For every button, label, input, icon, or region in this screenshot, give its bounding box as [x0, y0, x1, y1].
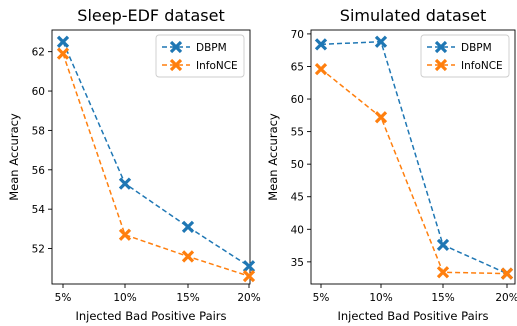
chart-title: Sleep-EDF dataset	[77, 6, 224, 25]
series-line-infonce	[62, 53, 250, 277]
legend-label: DBPM	[461, 42, 492, 54]
y-tick-label: 62	[32, 47, 45, 59]
x-tick-label: 10%	[369, 292, 392, 304]
y-axis-label: Mean Accuracy	[266, 113, 280, 201]
legend-label: DBPM	[196, 42, 227, 54]
y-tick-label: 70	[291, 29, 304, 41]
x-tick-label: 15%	[176, 292, 199, 304]
data-point-infonce	[314, 62, 328, 76]
y-tick-label: 45	[291, 192, 304, 204]
data-point-dbpm	[242, 260, 256, 273]
data-point-dbpm	[181, 220, 195, 234]
data-point-infonce	[242, 269, 256, 283]
series-line-dbpm	[62, 41, 250, 267]
y-axis-label: Mean Accuracy	[7, 113, 21, 201]
y-tick-label: 40	[291, 224, 304, 236]
data-point-infonce	[436, 266, 450, 279]
y-tick-label: 35	[291, 257, 304, 269]
data-point-dbpm	[374, 35, 388, 48]
data-point-infonce	[56, 47, 70, 60]
legend-marker	[169, 58, 183, 72]
data-point-dbpm	[314, 38, 328, 51]
data-point-dbpm	[56, 35, 70, 48]
x-tick-label: 5%	[55, 292, 72, 304]
plot-frame	[51, 29, 251, 285]
y-tick-label: 56	[32, 165, 46, 177]
x-tick-label: 5%	[313, 292, 330, 304]
legend-marker	[169, 40, 183, 54]
x-tick-label: 10%	[113, 292, 136, 304]
chart-title: Simulated dataset	[340, 6, 486, 25]
x-axis-label: Injected Bad Positive Pairs	[337, 309, 488, 323]
y-tick-label: 54	[32, 204, 46, 216]
series-line-dbpm	[320, 40, 508, 275]
y-tick-label: 58	[32, 125, 45, 137]
plot-frame	[310, 29, 516, 285]
x-tick-label: 20%	[495, 292, 517, 304]
legend: DBPM InfoNCE	[155, 34, 245, 78]
y-tick-label: 55	[291, 127, 304, 139]
legend-label: InfoNCE	[461, 60, 503, 72]
x-tick-label: 15%	[431, 292, 454, 304]
data-point-infonce	[118, 228, 132, 241]
chart-2: Simulated dataset 35 40 45 50 55 60 65 70 5% 10% 15…	[266, 6, 517, 323]
chart-1: Sleep-EDF dataset 52 54 56 58 60 62 5% 10% 15% 20%…	[7, 6, 261, 323]
legend-label: InfoNCE	[196, 60, 238, 72]
legend-marker	[434, 40, 448, 54]
x-axis-label: Injected Bad Positive Pairs	[75, 309, 226, 323]
data-point-infonce	[500, 267, 514, 280]
y-tick-label: 60	[32, 86, 45, 98]
x-tick-label: 20%	[237, 292, 260, 304]
data-point-infonce	[374, 111, 388, 124]
y-tick-label: 50	[291, 159, 304, 171]
data-point-dbpm	[118, 177, 132, 190]
legend: DBPM InfoNCE	[420, 34, 510, 78]
data-point-infonce	[181, 250, 195, 263]
series-line-infonce	[320, 68, 508, 275]
y-tick-label: 60	[291, 94, 304, 106]
data-point-dbpm	[436, 238, 450, 252]
legend-marker	[434, 58, 448, 72]
y-tick-label: 65	[291, 61, 304, 73]
y-tick-label: 52	[32, 244, 45, 256]
